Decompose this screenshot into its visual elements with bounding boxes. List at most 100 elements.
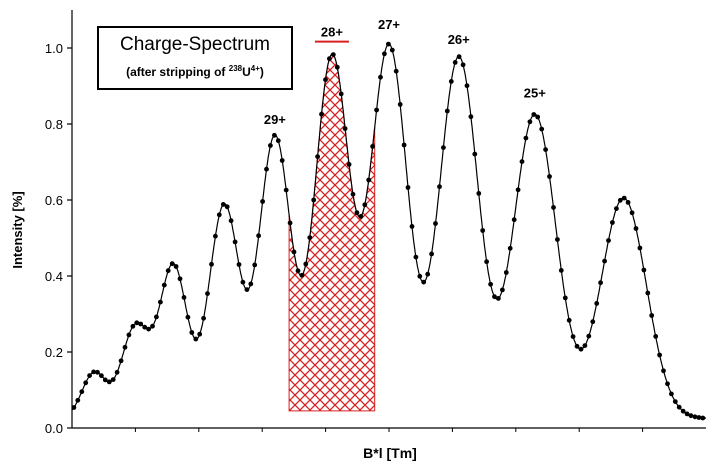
data-point bbox=[224, 204, 230, 210]
data-point bbox=[232, 239, 238, 245]
data-point bbox=[602, 258, 607, 264]
data-point bbox=[382, 51, 387, 57]
data-point bbox=[130, 323, 136, 329]
data-point bbox=[264, 166, 269, 172]
data-point bbox=[688, 413, 694, 419]
data-point bbox=[248, 281, 254, 287]
y-axis-label: Intensity [%] bbox=[10, 191, 25, 268]
data-point bbox=[511, 217, 517, 223]
data-point bbox=[558, 268, 564, 273]
element-symbol: U bbox=[242, 65, 251, 79]
data-point bbox=[87, 373, 92, 378]
y-tick-label: 0.0 bbox=[45, 421, 63, 436]
data-point bbox=[669, 391, 674, 397]
data-point bbox=[574, 343, 580, 349]
data-point bbox=[146, 326, 152, 332]
data-point bbox=[244, 287, 250, 292]
data-point bbox=[441, 145, 446, 151]
data-point bbox=[425, 271, 431, 277]
data-point bbox=[637, 245, 643, 251]
data-point bbox=[154, 314, 159, 320]
data-point bbox=[680, 408, 686, 414]
chart-title: Charge-Spectrum bbox=[120, 34, 270, 55]
x-axis-label: B*l [Tm] bbox=[363, 445, 417, 461]
data-point bbox=[665, 381, 670, 387]
data-point bbox=[236, 262, 242, 267]
data-point bbox=[213, 233, 218, 239]
data-point bbox=[484, 259, 489, 265]
data-point bbox=[334, 64, 340, 70]
data-point bbox=[527, 119, 533, 125]
data-point bbox=[405, 185, 411, 190]
data-point bbox=[114, 369, 120, 375]
data-point bbox=[539, 126, 545, 132]
data-point bbox=[590, 319, 596, 325]
data-point bbox=[547, 174, 552, 179]
y-tick-label: 0.6 bbox=[45, 193, 63, 208]
data-point bbox=[555, 237, 560, 242]
data-point bbox=[543, 147, 548, 153]
data-point bbox=[205, 291, 210, 296]
data-point bbox=[370, 144, 375, 149]
spectrum-line bbox=[71, 43, 707, 419]
data-point bbox=[295, 268, 301, 274]
data-point bbox=[598, 280, 603, 286]
data-point bbox=[138, 321, 144, 327]
data-point bbox=[696, 415, 702, 420]
data-point bbox=[401, 142, 407, 148]
data-point bbox=[122, 344, 128, 350]
data-point bbox=[566, 317, 572, 323]
data-point bbox=[272, 132, 277, 138]
data-point bbox=[621, 195, 627, 201]
data-point bbox=[562, 295, 568, 301]
data-point bbox=[437, 184, 442, 190]
data-point bbox=[700, 415, 706, 421]
data-point bbox=[586, 333, 592, 339]
data-point bbox=[488, 281, 493, 287]
data-point bbox=[500, 287, 505, 293]
data-point bbox=[645, 290, 651, 296]
data-point bbox=[260, 199, 265, 204]
data-point bbox=[181, 295, 187, 300]
data-point bbox=[496, 296, 501, 301]
data-point bbox=[307, 235, 313, 241]
data-point bbox=[460, 62, 466, 68]
data-point bbox=[570, 334, 576, 339]
data-point bbox=[185, 314, 191, 320]
data-point bbox=[594, 301, 600, 306]
peak-label: 27+ bbox=[378, 17, 400, 32]
data-point bbox=[279, 158, 285, 163]
data-point bbox=[323, 77, 328, 83]
data-point bbox=[268, 143, 273, 148]
data-point bbox=[578, 346, 584, 352]
y-tick-label: 1.0 bbox=[45, 41, 63, 56]
peak-label: 25+ bbox=[524, 85, 546, 100]
data-point bbox=[240, 279, 246, 285]
data-point bbox=[189, 330, 195, 335]
data-point bbox=[633, 226, 639, 231]
data-point bbox=[389, 47, 395, 53]
data-point bbox=[606, 238, 611, 243]
y-tick-label: 0.4 bbox=[45, 269, 63, 284]
data-point bbox=[177, 276, 183, 282]
data-point bbox=[161, 282, 167, 288]
data-point bbox=[110, 377, 116, 382]
data-point bbox=[684, 411, 690, 417]
data-point bbox=[252, 262, 258, 268]
data-point bbox=[350, 191, 356, 197]
subtitle-prefix: (after stripping of bbox=[126, 65, 229, 79]
y-tick-label: 0.8 bbox=[45, 117, 63, 132]
data-point bbox=[429, 251, 434, 257]
data-point bbox=[106, 379, 112, 385]
data-point bbox=[311, 197, 317, 203]
data-point bbox=[197, 331, 203, 337]
highlight-layer bbox=[288, 53, 376, 412]
data-point bbox=[315, 154, 320, 160]
data-point bbox=[417, 273, 423, 279]
data-point bbox=[472, 151, 478, 157]
data-point bbox=[256, 233, 261, 239]
series-layer bbox=[71, 41, 707, 421]
data-point bbox=[79, 389, 85, 395]
data-point bbox=[535, 114, 541, 120]
